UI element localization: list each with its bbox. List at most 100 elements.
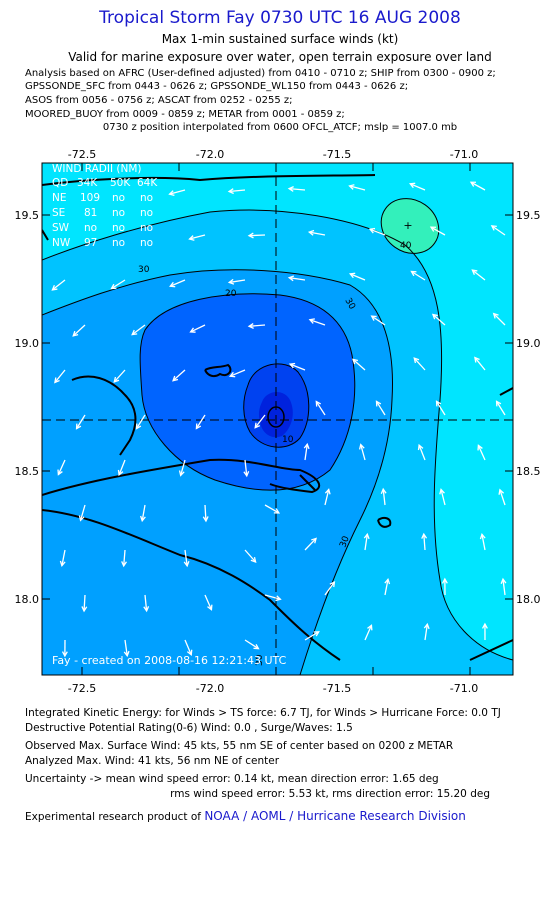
wind-vector <box>172 369 186 382</box>
wind-vector <box>499 489 506 506</box>
svg-text:no: no <box>140 192 153 204</box>
uncertainty-line-1: Uncertainty -> mean wind speed error: 0.… <box>25 773 439 785</box>
wind-vector-head <box>441 577 448 584</box>
wind-vector <box>423 533 426 551</box>
wind-vector <box>54 369 66 383</box>
wind-vector <box>229 279 246 284</box>
wind-vector-head <box>348 184 355 190</box>
wind-vector <box>72 324 86 337</box>
analyzed-max-line: Analyzed Max. Wind: 41 kts, 56 nm NE of … <box>25 755 280 767</box>
wind-vector-head <box>243 471 250 478</box>
wind-vector-head <box>439 488 445 495</box>
wind-vector <box>289 187 306 191</box>
svg-text:-71.0: -71.0 <box>450 148 478 161</box>
lon-labels-bottom: -72.5 -72.0 -71.5 -71.0 <box>68 682 478 695</box>
wind-vector <box>244 459 248 476</box>
svg-text:81: 81 <box>84 207 97 219</box>
svg-text:SW: SW <box>52 222 70 234</box>
analysis-line-4: MOORED_BUOY from 0009 - 0859 z; METAR fr… <box>25 109 345 120</box>
uncertainty-line-2: rms wind speed error: 5.53 kt, rms direc… <box>170 788 490 800</box>
wind-vector-head <box>172 375 179 382</box>
wind-vector <box>118 459 126 476</box>
wind-vector-head <box>367 624 373 631</box>
wind-vector <box>440 489 446 506</box>
wind-vector <box>289 277 306 281</box>
svg-text:-72.5: -72.5 <box>68 148 96 161</box>
wind-vector <box>83 594 86 612</box>
wind-vector-head <box>275 595 282 602</box>
wind-vector-head <box>188 235 195 241</box>
svg-text:-72.0: -72.0 <box>196 148 224 161</box>
wind-vector <box>375 401 386 416</box>
svg-text:SE: SE <box>52 207 65 219</box>
wind-vector <box>364 534 368 551</box>
analysis-line-2: GPSSONDE_SFC from 0443 - 0626 z; GPSSOND… <box>25 81 409 92</box>
coastlines <box>42 174 513 661</box>
wind-vector-head <box>288 362 296 369</box>
wind-vector <box>324 489 330 506</box>
wind-vector <box>472 269 486 281</box>
credit-line: Experimental research product of NOAA / … <box>25 809 466 823</box>
wind-vector-head <box>110 283 117 290</box>
wind-vector <box>204 504 207 522</box>
wind-vector <box>289 363 306 371</box>
wind-vector <box>349 185 366 191</box>
map-credit: Fay - created on 2008-08-16 12:21:43 UTC <box>52 654 287 667</box>
svg-text:NW: NW <box>52 237 71 249</box>
wind-vector-head <box>169 281 176 288</box>
analysis-line-1: Analysis based on AFRC (User-defined adj… <box>25 68 496 79</box>
wind-vector <box>248 234 266 237</box>
wind-vector <box>123 549 126 567</box>
wind-vector-head <box>423 622 430 630</box>
wind-vector-head <box>495 400 502 407</box>
wind-vector-head <box>123 650 130 658</box>
wind-vector-head <box>61 651 68 658</box>
wind-vector-head <box>57 469 63 476</box>
wind-vector <box>254 414 266 429</box>
wind-vector <box>79 504 86 521</box>
wind-vector-head <box>492 312 499 319</box>
svg-text:no: no <box>112 207 125 219</box>
wind-vector <box>309 319 326 326</box>
wind-vector-head <box>348 272 356 279</box>
wind-vector <box>244 549 257 563</box>
svg-text:no: no <box>140 207 153 219</box>
wind-vector <box>144 594 148 611</box>
wind-vector-head <box>189 327 196 333</box>
svg-text:no: no <box>112 222 125 234</box>
wind-vector-head <box>51 285 58 291</box>
wind-vector-head <box>287 275 295 282</box>
wind-vector <box>204 594 213 610</box>
svg-text:-71.5: -71.5 <box>323 148 351 161</box>
wind-vector-head <box>308 318 315 324</box>
wind-vector <box>430 226 446 236</box>
wind-vector-head <box>195 423 202 430</box>
wind-vector-head <box>254 422 261 429</box>
wind-vector-head <box>247 323 254 329</box>
wind-vector <box>124 639 128 656</box>
wind-vector-head <box>78 515 85 522</box>
svg-text:-71.5: -71.5 <box>323 682 351 695</box>
wind-vector-head <box>315 400 322 407</box>
contour-label-30-south: 30 <box>255 654 265 666</box>
wind-vector <box>184 549 188 566</box>
wind-radii-title: WIND RADII (NM) <box>52 163 142 175</box>
axis-ticks <box>42 163 513 675</box>
wind-radii-table: WIND RADII (NM) QD 34K 50K 64K NE 109 no… <box>52 163 158 249</box>
wind-vector <box>61 549 66 566</box>
wind-vector <box>491 225 506 236</box>
wind-vector-head <box>287 185 294 192</box>
wind-vector-head <box>178 470 185 477</box>
svg-text:18.5: 18.5 <box>15 465 40 478</box>
wind-vector <box>481 534 486 551</box>
svg-text:50K: 50K <box>110 177 131 189</box>
wind-vector <box>496 401 506 416</box>
wind-vector-head <box>247 232 254 239</box>
noaa-aoml-hrd-link[interactable]: NOAA / AOML / Hurricane Research Divisio… <box>204 809 466 823</box>
wind-vector <box>169 189 186 195</box>
wind-vector-head <box>140 515 146 523</box>
wind-vector-head <box>207 604 213 611</box>
svg-text:no: no <box>140 237 153 249</box>
wind-vector <box>57 459 66 475</box>
wind-vector <box>304 444 308 461</box>
